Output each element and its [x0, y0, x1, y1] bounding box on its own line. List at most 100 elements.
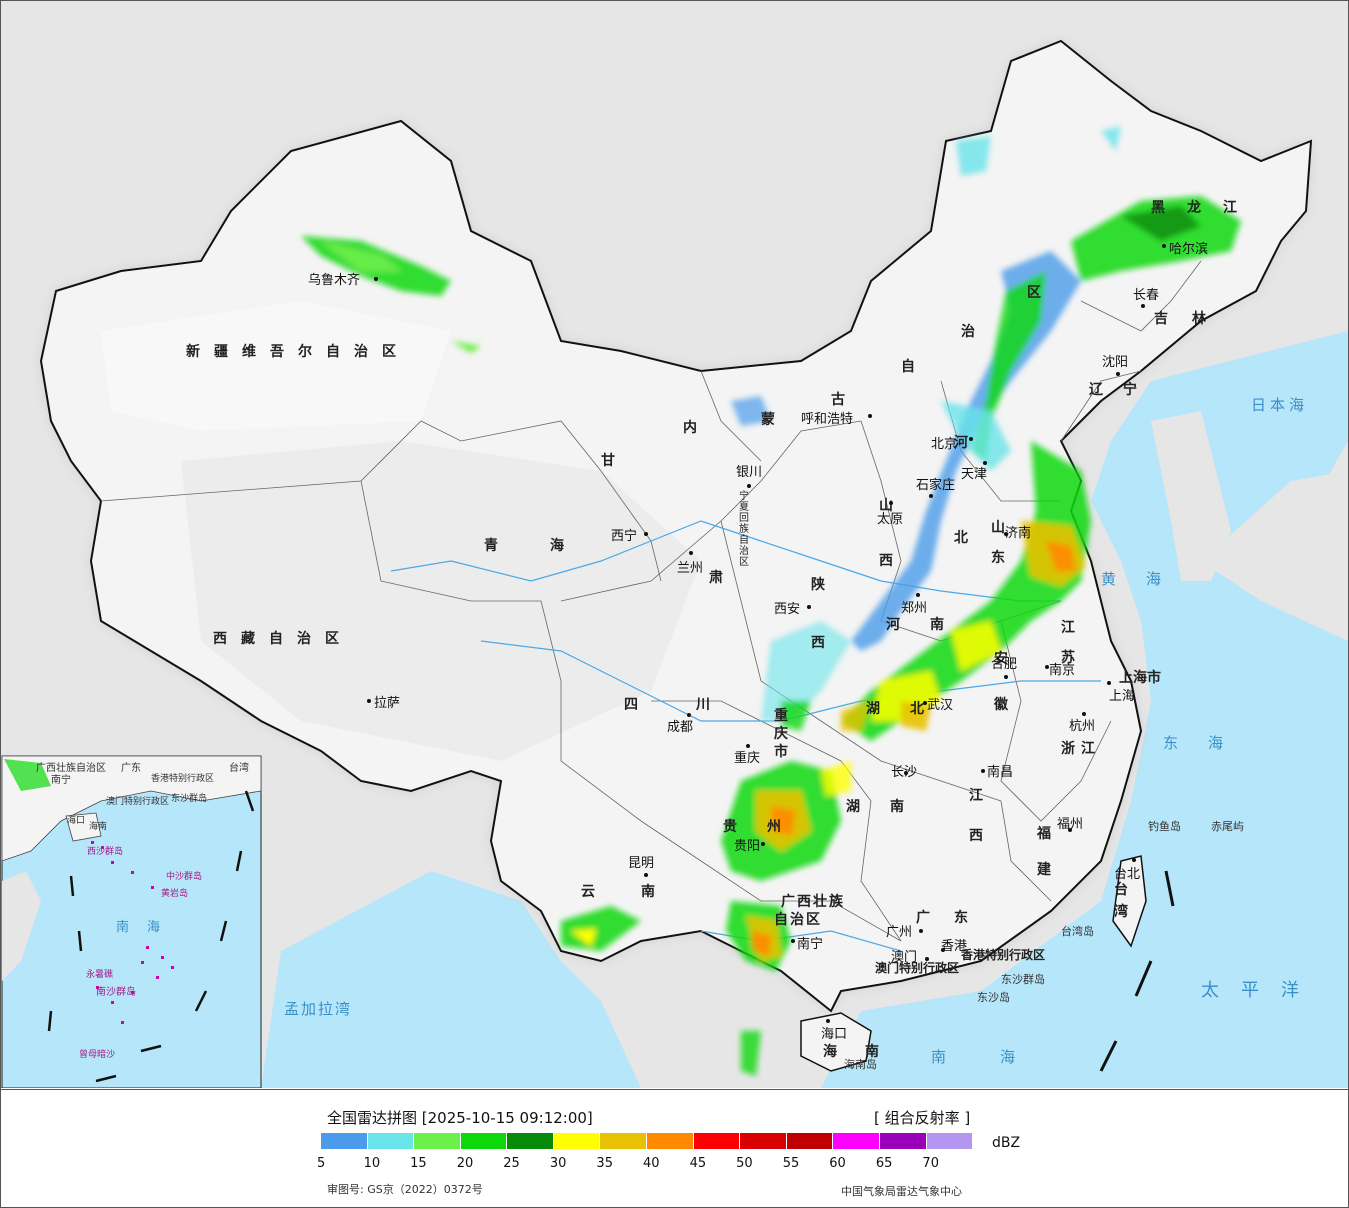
- island-dongsha-qd: 东沙群岛: [1001, 973, 1045, 986]
- source-label: 中国气象局雷达气象中心: [841, 1185, 962, 1198]
- scale-swatch-13: [926, 1133, 974, 1149]
- city-guiyang: 贵阳: [734, 839, 761, 854]
- city-macau: 澳门: [891, 950, 918, 965]
- hainan-island: [800, 1012, 872, 1072]
- label-heilongjiang: 黑龙江: [1151, 200, 1259, 216]
- label-ningxia: 宁夏回族自治区: [739, 491, 749, 568]
- city-fuzhou: 福州: [1057, 817, 1084, 832]
- legend-panel: 全国雷达拼图 [2025-10-15 09:12:00] [ 组合反射率 ] d…: [1, 1089, 1348, 1207]
- city-chongqing: 重庆: [734, 751, 761, 766]
- inset-guangdong: 广东: [121, 763, 141, 774]
- radar-mosaic-map: 新疆维吾尔自治区 西藏自治区 青海 甘 肃 内 蒙 古 自 治 区 黑龙江 吉林…: [1, 1, 1348, 1089]
- inset-macau: 澳门特别行政区: [106, 797, 170, 807]
- label-guizhou: 贵州: [723, 819, 811, 835]
- scale-swatch-6: [600, 1133, 648, 1149]
- label-liaoning: 辽宁: [1089, 382, 1157, 398]
- label-hk: 香港特别行政区: [961, 948, 1046, 962]
- inset-haikou: 海口: [67, 816, 86, 826]
- label-guangxi-2: 自治区: [774, 912, 822, 928]
- color-scale-ticks: 5 10 15 20 25 30 35 40 45 50 55 60 65 70: [1, 1156, 1001, 1174]
- inset-huangyan: 黄岩岛: [161, 889, 189, 899]
- approval-number: 审图号: GS京（2022）0372号: [327, 1183, 483, 1196]
- scale-swatch-7: [647, 1133, 694, 1149]
- city-hefei: 合肥: [991, 657, 1018, 672]
- scale-tick-40: 40: [643, 1156, 660, 1171]
- scale-tick-35: 35: [596, 1156, 613, 1171]
- label-anhui: 安徽: [994, 651, 1008, 713]
- label-neimenggu-4: 自: [901, 359, 915, 375]
- city-hangzhou: 杭州: [1069, 719, 1096, 734]
- sea-pacific: 太平洋: [1201, 980, 1321, 1001]
- scale-tick-10: 10: [363, 1156, 381, 1171]
- scale-swatch-4: [507, 1133, 554, 1149]
- label-xinjiang: 新疆维吾尔自治区: [186, 344, 410, 360]
- scale-tick-5: 5: [317, 1156, 326, 1171]
- city-xining: 西宁: [611, 529, 638, 544]
- bay-of-bengal: [261, 871, 641, 1088]
- scale-swatch-10: [786, 1133, 834, 1149]
- city-lanzhou: 兰州: [677, 561, 704, 576]
- city-shanghai: 上海: [1109, 689, 1136, 704]
- korea-peninsula: [1151, 411, 1231, 581]
- label-shaanxi: 陕西: [811, 577, 825, 651]
- city-tianjin: 天津: [961, 467, 988, 482]
- scale-tick-15: 15: [410, 1156, 427, 1171]
- label-jiangsu: 江苏: [1061, 620, 1075, 666]
- south-china-sea-inset: [1, 755, 262, 1089]
- city-hohhot: 呼和浩特: [801, 412, 854, 427]
- city-nanjing: 南京: [1049, 663, 1076, 678]
- label-taiwan: 台湾: [1114, 882, 1128, 920]
- scale-tick-50: 50: [736, 1156, 753, 1171]
- product-name: [ 组合反射率 ]: [874, 1109, 971, 1127]
- city-shenyang: 沈阳: [1102, 355, 1129, 370]
- island-hainan: 海南岛: [844, 1058, 877, 1071]
- island-chiwei: 赤尾屿: [1211, 820, 1244, 833]
- label-neimenggu-1: 内: [683, 420, 697, 436]
- label-guangxi-1: 广西壮族: [781, 894, 845, 910]
- unit-label: dBZ: [992, 1135, 1021, 1151]
- scale-tick-30: 30: [549, 1156, 567, 1171]
- label-gansu: 甘: [601, 453, 615, 469]
- inset-yongshu: 永暑礁: [86, 970, 114, 980]
- label-shanxi: 山西: [879, 498, 893, 569]
- china-land: [39, 39, 1313, 1013]
- scale-tick-20: 20: [456, 1156, 474, 1171]
- inset-taiwan: 台湾: [229, 763, 249, 774]
- city-nanchang: 南昌: [987, 765, 1014, 780]
- inset-zhongsha: 中沙群岛: [166, 872, 203, 882]
- city-lhasa: 拉萨: [374, 696, 401, 711]
- sea-japan: 日本海: [1251, 396, 1309, 414]
- label-zhejiang: 浙江: [1061, 741, 1101, 757]
- label-sichuan: 四川: [624, 697, 768, 713]
- label-gansu-2: 肃: [709, 570, 723, 586]
- island-dongsha: 东沙岛: [977, 991, 1010, 1004]
- label-shandong: 山东: [991, 520, 1005, 566]
- city-jinan: 济南: [1005, 526, 1032, 541]
- label-qinghai: 青海: [484, 538, 616, 554]
- boundary-dashes: [1099, 870, 1175, 1072]
- label-neimenggu-5: 治: [961, 324, 975, 340]
- inset-xisha: 西沙群岛: [87, 847, 124, 857]
- city-changchun: 长春: [1133, 288, 1160, 303]
- radar-echoes: [301, 126, 1241, 1076]
- label-hebei: 河北: [954, 435, 968, 546]
- island-taiwan: 台湾岛: [1061, 925, 1094, 938]
- inset-dongsha: 东沙群岛: [171, 794, 208, 804]
- city-urumqi: 乌鲁木齐: [308, 273, 361, 288]
- label-chongqing: 重庆市: [774, 708, 788, 760]
- scale-tick-65: 65: [875, 1156, 893, 1171]
- city-yinchuan: 银川: [736, 465, 763, 480]
- map-graphic: [1, 1, 1348, 1089]
- inset-nanhai: 南海: [116, 920, 179, 935]
- label-xizang: 西藏自治区: [213, 631, 353, 647]
- city-kunming: 昆明: [628, 856, 655, 871]
- label-neimenggu-3: 古: [831, 392, 845, 408]
- city-hongkong: 香港: [941, 939, 968, 954]
- scale-swatch-1: [367, 1133, 415, 1149]
- label-hunan: 湖南: [846, 799, 934, 815]
- sea-yellow: 黄海: [1101, 570, 1192, 588]
- sea-south: 南海: [931, 1048, 1070, 1066]
- inset-hainan: 海南: [89, 822, 108, 832]
- japan: [1261, 441, 1348, 601]
- scale-tick-70: 70: [922, 1156, 939, 1171]
